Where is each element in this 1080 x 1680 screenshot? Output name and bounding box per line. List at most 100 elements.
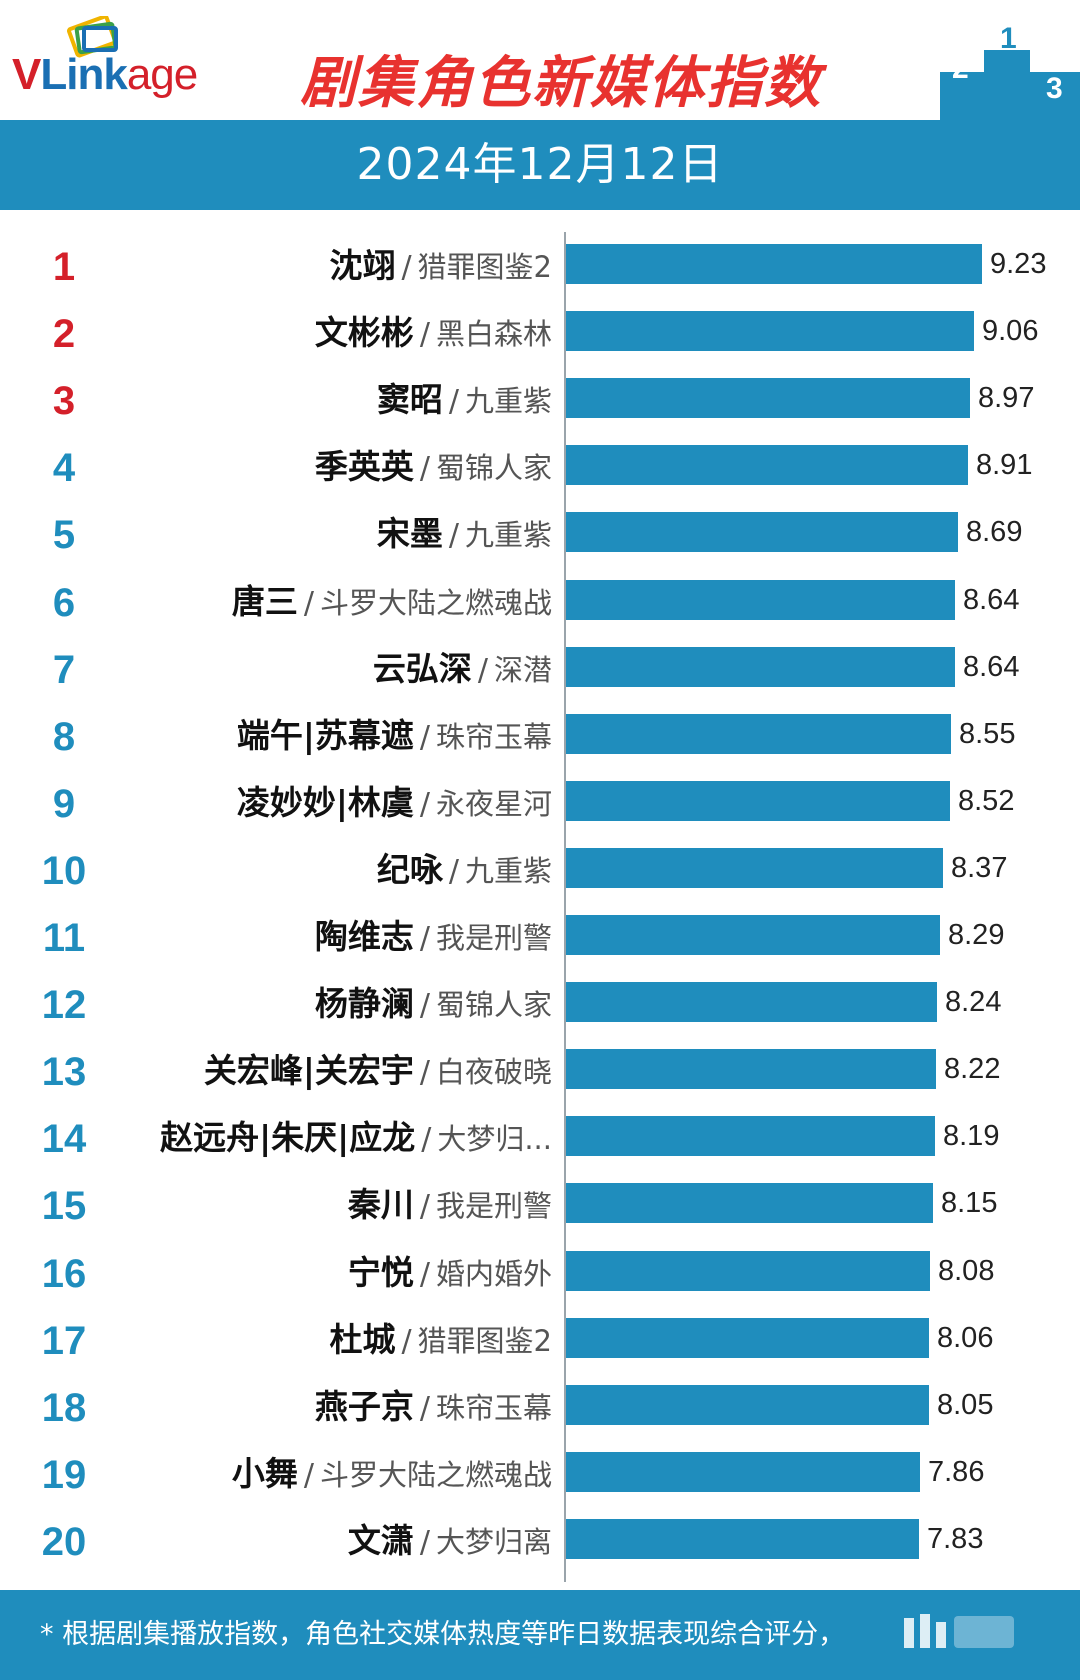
chart-axis-line [564,232,566,1582]
bar [566,1317,929,1358]
chart-row: 12 杨静澜 / 蜀锦人家 8.24 [0,970,1080,1036]
show-title: 斗罗大陆之燃魂战 [319,585,552,620]
chart-row: 2 文彬彬 / 黑白森林 9.06 [0,299,1080,365]
rank-label: 16 [41,1251,87,1296]
value-label: 8.37 [951,851,1008,884]
chart-row: 19 小舞 / 斗罗大陆之燃魂战 7.86 [0,1440,1080,1506]
show-title: 猎罪图鉴2 [417,250,552,284]
category-label: 窦昭 / 九重紫 [377,376,552,430]
rank-label: 8 [52,714,76,759]
character-name: 宋墨 [376,514,443,554]
logo-mark-icon [66,16,118,58]
bar [566,1518,919,1559]
separator: / [419,1189,430,1225]
separator: / [419,317,430,353]
separator: / [421,1122,432,1158]
value-label: 9.23 [990,248,1047,280]
show-title: 珠帘玉幕 [435,719,552,754]
chart-row: 7 云弘深 / 深潜 8.64 [0,635,1080,701]
category-label: 端午|苏幕遮 / 珠帘玉幕 [237,712,552,766]
show-title: 我是刑警 [435,1189,552,1224]
character-name: 凌妙妙|林虞 [236,782,414,822]
bar [566,244,982,284]
show-title: 珠帘玉幕 [435,1390,552,1425]
value-label: 8.64 [963,650,1020,683]
rank-label: 14 [41,1117,87,1162]
rank-label: 17 [41,1318,87,1363]
header: VLinkage 剧集角色新媒体指数 1 2 3 [0,0,1080,120]
character-name: 云弘深 [372,648,472,688]
value-label: 8.91 [976,449,1033,482]
rank-label: 5 [52,513,76,558]
separator: / [401,250,412,285]
value-label: 9.06 [982,315,1039,348]
vlinkage-logo: VLinkage [12,16,252,110]
value-label: 8.24 [945,986,1002,1019]
logo-text: VLinkage [12,50,198,99]
chart-row: 11 陶维志 / 我是刑警 8.29 [0,903,1080,969]
value-label: 8.22 [944,1053,1001,1086]
character-name: 窦昭 [376,380,443,420]
category-label: 凌妙妙|林虞 / 永夜星河 [237,779,552,833]
separator: / [419,1256,430,1292]
value-label: 8.19 [943,1120,1000,1153]
separator: / [419,786,430,822]
value-label: 8.97 [978,382,1035,415]
bar [566,982,937,1023]
bar [566,847,943,888]
rank-label: 2 [52,312,76,357]
category-label: 秦川 / 我是刑警 [348,1181,552,1235]
rank-label: 7 [52,647,76,692]
date-banner: 2024年12月12日 [0,120,1080,210]
character-name: 文彬彬 [314,313,414,353]
bar [566,579,955,620]
bar [566,512,958,553]
rank-label: 3 [52,379,76,424]
show-title: 我是刑警 [435,921,552,955]
page-title: 剧集角色新媒体指数 [300,51,822,116]
bar [566,1384,929,1425]
chart-row: 20 文潇 / 大梦归离 7.83 [0,1507,1080,1573]
character-name: 秦川 [347,1185,414,1225]
value-label: 8.05 [937,1388,994,1421]
character-name: 燕子京 [314,1386,414,1426]
bar [566,780,950,821]
chart-row: 3 窦昭 / 九重紫 8.97 [0,366,1080,432]
separator: / [477,652,488,688]
chart-row: 15 秦川 / 我是刑警 8.15 [0,1171,1080,1237]
separator: / [401,1323,412,1359]
category-label: 文彬彬 / 黑白森林 [315,309,552,363]
category-label: 沈翊 / 猎罪图鉴2 [329,242,552,296]
svg-text:2: 2 [952,52,969,85]
rank-label: 13 [41,1050,87,1095]
separator: / [303,585,314,621]
category-label: 纪咏 / 九重紫 [377,846,552,900]
separator: / [448,384,459,420]
separator: / [419,1524,430,1560]
chart-row: 10 纪咏 / 九重紫 8.37 [0,836,1080,902]
rank-label: 6 [52,580,76,625]
chart-row: 14 赵远舟|朱厌|应龙 / 大梦归... 8.19 [0,1104,1080,1170]
character-name: 赵远舟|朱厌|应龙 [160,1118,416,1158]
value-label: 8.06 [937,1321,994,1354]
bar [566,915,940,955]
value-label: 8.64 [963,583,1020,616]
show-title: 永夜星河 [435,786,552,821]
show-title: 九重紫 [464,853,552,888]
svg-text:3: 3 [1046,72,1063,105]
character-name: 端午|苏幕遮 [236,715,414,755]
value-label: 8.52 [958,784,1015,817]
rank-label: 11 [42,916,86,960]
podium-icon: 1 2 3 [940,22,1080,120]
value-label: 8.29 [948,919,1005,951]
value-label: 7.86 [928,1455,985,1488]
category-label: 宋墨 / 九重紫 [377,510,552,564]
rank-label: 20 [41,1519,87,1564]
value-label: 8.55 [959,717,1016,750]
character-name: 宁悦 [347,1252,414,1292]
category-label: 关宏峰|关宏宇 / 白夜破晓 [204,1047,552,1101]
character-name: 杨静澜 [314,984,414,1024]
separator: / [419,1390,430,1426]
chart-row: 13 关宏峰|关宏宇 / 白夜破晓 8.22 [0,1037,1080,1103]
chart-row: 9 凌妙妙|林虞 / 永夜星河 8.52 [0,769,1080,835]
